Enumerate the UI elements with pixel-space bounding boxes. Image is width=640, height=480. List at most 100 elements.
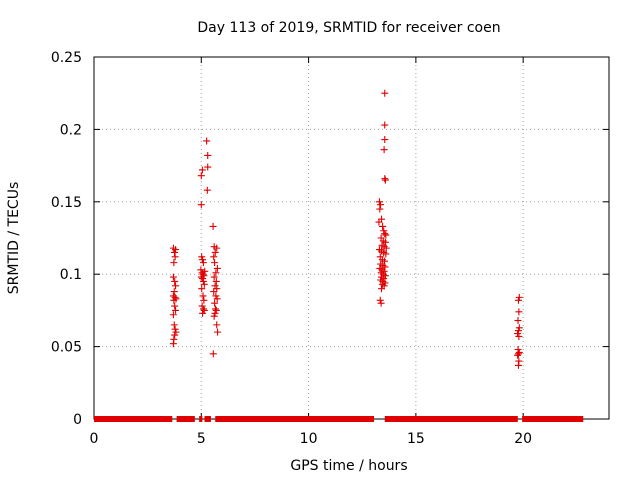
x-axis-label: GPS time / hours <box>290 458 407 474</box>
data-point <box>197 172 205 180</box>
data-point <box>515 293 523 301</box>
data-point <box>203 137 211 145</box>
data-point <box>197 201 205 209</box>
data-point <box>170 321 178 329</box>
data-point <box>381 272 389 280</box>
data-point <box>381 175 389 183</box>
data-point <box>198 302 206 310</box>
data-point <box>382 250 390 258</box>
data-point <box>170 248 178 256</box>
zero-band <box>94 416 584 422</box>
data-point <box>213 285 221 293</box>
data-point <box>170 288 178 296</box>
data-point <box>199 275 207 283</box>
data-point <box>198 285 206 293</box>
data-point <box>171 331 179 339</box>
data-point <box>381 176 389 184</box>
data-point <box>515 308 523 316</box>
data-point <box>376 205 384 213</box>
data-point <box>514 351 522 359</box>
data-point <box>172 328 180 336</box>
data-point <box>203 186 211 194</box>
data-point <box>381 121 389 129</box>
data-point <box>375 198 383 206</box>
y-tick-label: 0 <box>73 412 82 428</box>
data-point <box>171 277 179 285</box>
y-tick-label: 0.05 <box>51 340 82 356</box>
data-point <box>375 218 383 226</box>
data-point <box>199 256 207 264</box>
data-point <box>197 266 205 274</box>
data-point <box>213 321 221 329</box>
data-point <box>381 238 389 246</box>
data-point <box>172 306 180 314</box>
data-point <box>210 312 218 320</box>
data-point <box>212 269 220 277</box>
zero-value-band <box>522 416 584 422</box>
data-point <box>171 302 179 310</box>
data-point <box>515 348 523 356</box>
data-point <box>211 259 219 267</box>
data-point <box>210 253 218 261</box>
data-point <box>197 273 205 281</box>
data-point <box>200 280 208 288</box>
grid <box>94 57 609 419</box>
data-point <box>214 328 222 336</box>
y-tick-label: 0.25 <box>51 50 82 66</box>
data-point <box>210 273 218 281</box>
data-point <box>199 309 207 317</box>
data-point <box>381 230 389 238</box>
data-point <box>213 244 221 252</box>
data-point <box>209 350 217 358</box>
data-point <box>381 136 389 144</box>
data-point <box>382 231 390 239</box>
data-point <box>514 317 522 325</box>
y-tick-label: 0.15 <box>51 195 82 211</box>
data-point <box>211 282 219 290</box>
data-point <box>169 273 177 281</box>
data-point <box>514 330 522 338</box>
x-tick-label: 10 <box>300 431 318 447</box>
data-point <box>170 296 178 304</box>
data-point <box>172 282 180 290</box>
data-point <box>381 89 389 97</box>
data-point <box>213 295 221 303</box>
data-point <box>376 201 384 209</box>
data-point <box>515 324 523 332</box>
data-point <box>380 146 388 154</box>
data-point <box>213 264 221 272</box>
data-point <box>211 309 219 317</box>
data-point <box>212 306 220 314</box>
x-tick-label: 20 <box>514 431 532 447</box>
data-points <box>169 89 523 369</box>
data-point <box>380 275 388 283</box>
data-point <box>199 259 207 267</box>
data-point <box>169 311 177 319</box>
data-point <box>169 340 177 348</box>
data-point <box>199 292 207 300</box>
data-point <box>204 151 212 159</box>
data-point <box>201 267 209 275</box>
chart-title: Day 113 of 2019, SRMTID for receiver coe… <box>197 20 500 36</box>
data-point <box>378 285 386 293</box>
zero-value-band <box>94 416 173 422</box>
zero-value-band <box>204 416 211 422</box>
y-axis-label: SRMTID / TECUs <box>6 182 22 295</box>
data-point <box>171 253 179 261</box>
data-point <box>198 253 206 261</box>
data-point <box>380 267 388 275</box>
data-point <box>211 299 219 307</box>
data-point <box>514 296 522 304</box>
data-point <box>171 293 179 301</box>
data-point <box>200 296 208 304</box>
data-point <box>381 263 389 271</box>
data-point <box>515 332 523 340</box>
y-tick-label: 0.1 <box>60 267 82 283</box>
zero-value-band <box>199 416 203 422</box>
y-tick-labels: 0 0.05 0.1 0.15 0.2 0.25 <box>51 50 82 428</box>
data-point <box>377 299 385 307</box>
data-point <box>514 361 522 369</box>
data-point <box>198 166 206 174</box>
data-point <box>211 248 219 256</box>
